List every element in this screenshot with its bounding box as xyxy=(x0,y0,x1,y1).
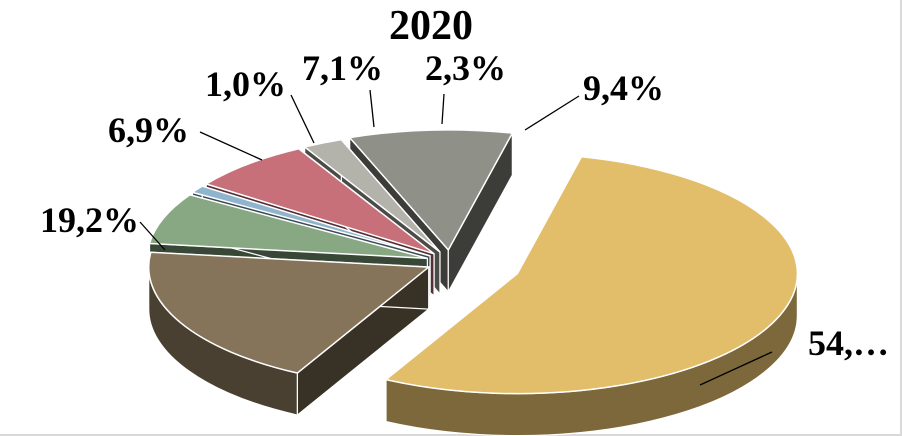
pie-slice-2 xyxy=(148,194,428,260)
pie-slice-4 xyxy=(204,147,435,255)
data-label-1: 19,2% xyxy=(40,200,139,240)
leader-line-2 xyxy=(199,131,263,161)
chart-title: 2020 xyxy=(389,3,473,49)
slice-labels: 54,… 19,2% 6,9% 1,0% 7,1% 2,3% 9,4% xyxy=(40,48,889,386)
data-label-2: 6,9% xyxy=(108,110,189,150)
leader-line-6 xyxy=(524,95,580,131)
pie-slice-1 xyxy=(148,251,431,374)
data-label-0: 54,… xyxy=(808,323,889,363)
pie-slice-0 xyxy=(384,155,799,395)
data-label-6: 9,4% xyxy=(583,68,664,108)
leader-line-1 xyxy=(139,221,166,251)
pie-slice-6 xyxy=(348,129,514,252)
data-label-5: 2,3% xyxy=(425,48,506,88)
data-label-3: 1,0% xyxy=(205,64,286,104)
pie-slice-5 xyxy=(302,138,441,253)
data-label-4: 7,1% xyxy=(302,48,383,88)
leader-line-0 xyxy=(699,351,773,386)
leader-line-4 xyxy=(369,89,375,128)
leader-line-3 xyxy=(290,94,315,144)
slice-tops xyxy=(148,129,799,395)
pie-slice-3 xyxy=(190,185,431,257)
leader-line-5 xyxy=(441,93,445,125)
